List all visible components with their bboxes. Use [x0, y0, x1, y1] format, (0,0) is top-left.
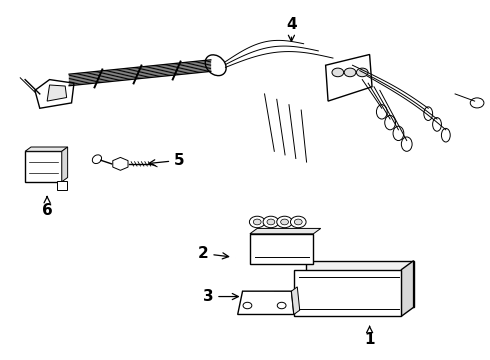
Polygon shape	[326, 54, 372, 101]
Ellipse shape	[441, 129, 450, 142]
Polygon shape	[25, 147, 68, 151]
Text: 5: 5	[149, 153, 185, 168]
Circle shape	[249, 216, 265, 228]
Ellipse shape	[92, 155, 101, 163]
Circle shape	[263, 216, 279, 228]
Ellipse shape	[205, 55, 226, 76]
Polygon shape	[401, 261, 414, 316]
Circle shape	[267, 219, 275, 225]
Polygon shape	[294, 270, 401, 316]
Polygon shape	[62, 147, 68, 182]
Ellipse shape	[376, 105, 387, 119]
Polygon shape	[47, 85, 67, 101]
Ellipse shape	[424, 107, 433, 121]
Polygon shape	[25, 151, 62, 182]
Text: 3: 3	[203, 289, 238, 304]
Circle shape	[294, 219, 302, 225]
Polygon shape	[277, 295, 292, 302]
Ellipse shape	[433, 118, 441, 131]
Ellipse shape	[401, 137, 412, 151]
Circle shape	[470, 98, 484, 108]
Polygon shape	[113, 157, 128, 170]
Polygon shape	[274, 291, 294, 306]
Circle shape	[243, 302, 252, 309]
Ellipse shape	[385, 116, 395, 130]
Polygon shape	[238, 291, 294, 315]
Circle shape	[253, 219, 261, 225]
Circle shape	[281, 219, 289, 225]
Circle shape	[344, 68, 356, 77]
Circle shape	[277, 302, 286, 309]
Text: 4: 4	[286, 17, 297, 41]
Text: 2: 2	[197, 246, 229, 261]
Polygon shape	[35, 80, 74, 108]
Circle shape	[332, 68, 343, 77]
Polygon shape	[306, 261, 414, 307]
Ellipse shape	[393, 126, 404, 140]
Text: 6: 6	[42, 197, 52, 218]
Text: 1: 1	[365, 326, 375, 347]
Polygon shape	[57, 181, 67, 190]
Polygon shape	[250, 228, 321, 234]
Circle shape	[356, 68, 368, 77]
Polygon shape	[292, 287, 300, 315]
Circle shape	[291, 216, 306, 228]
Circle shape	[277, 216, 293, 228]
Polygon shape	[250, 234, 314, 264]
